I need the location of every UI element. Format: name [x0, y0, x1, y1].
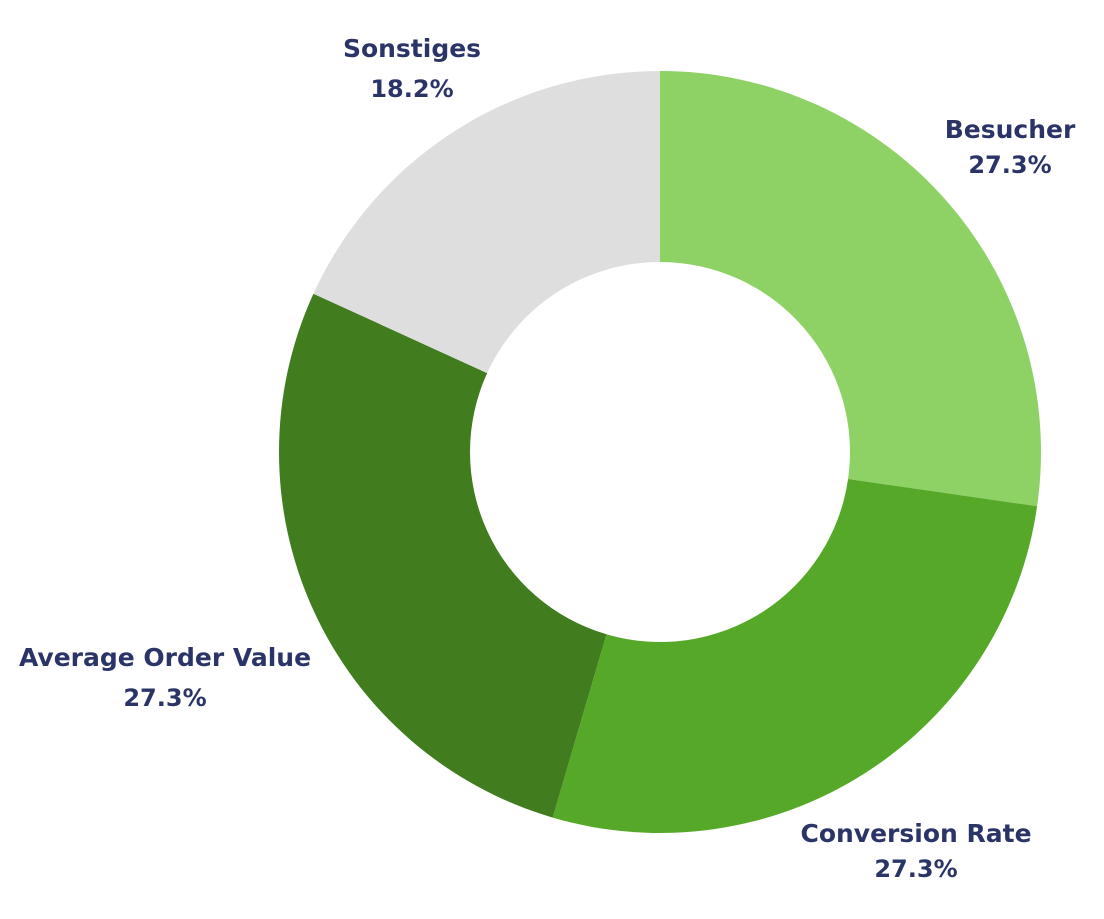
- slice-sonstiges: [313, 71, 660, 374]
- slice-value-conversion-rate: 27.3%: [874, 855, 957, 883]
- donut-slices: [278, 71, 1041, 833]
- slice-average-order-value: [278, 293, 607, 818]
- slice-label-sonstiges: Sonstiges: [343, 34, 481, 63]
- slice-value-besucher: 27.3%: [968, 151, 1051, 179]
- slice-value-sonstiges: 18.2%: [370, 75, 453, 103]
- slice-label-conversion-rate: Conversion Rate: [800, 819, 1031, 848]
- slice-label-besucher: Besucher: [945, 115, 1076, 144]
- slice-conversion-rate: [552, 479, 1038, 833]
- slice-value-average-order-value: 27.3%: [123, 684, 206, 712]
- slice-label-average-order-value: Average Order Value: [19, 643, 311, 672]
- slice-labels: Besucher 27.3% Conversion Rate 27.3% Average…: [19, 34, 1076, 883]
- slice-besucher: [660, 71, 1041, 507]
